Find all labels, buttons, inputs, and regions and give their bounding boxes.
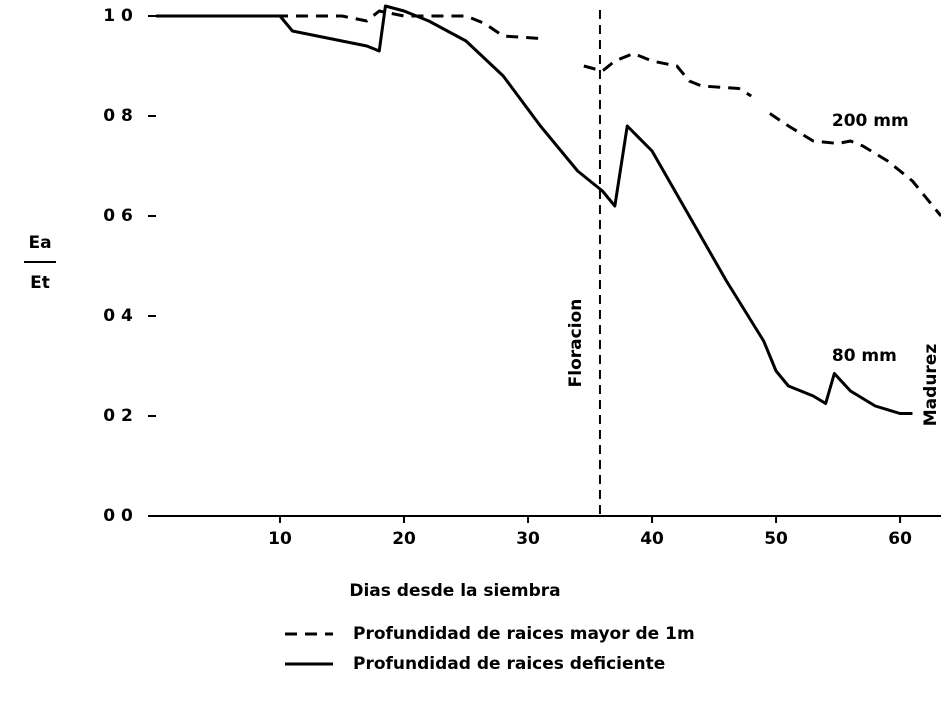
end-label: Madurez	[921, 344, 941, 427]
y-tick-label: 1 0	[103, 6, 133, 26]
y-tick-label: 0 6	[103, 206, 133, 226]
x-tick-label: 20	[392, 529, 416, 549]
x-tick-label: 10	[268, 529, 292, 549]
floracion-label: Floracion	[566, 299, 586, 388]
y-tick-label: 0 8	[103, 106, 133, 126]
y-axis-label-top: Ea	[28, 233, 51, 253]
x-tick-label: 60	[888, 529, 912, 549]
x-tick-label: 40	[640, 529, 664, 549]
legend-label: Profundidad de raices deficiente	[353, 654, 665, 674]
series-line	[156, 4, 913, 415]
legend-label: Profundidad de raices mayor de 1m	[353, 624, 695, 644]
y-axis-label-bottom: Et	[30, 273, 50, 293]
series-line	[156, 9, 941, 217]
y-tick-label: 0 4	[103, 306, 133, 326]
annotation: 80 mm	[832, 346, 897, 366]
x-axis-label: Dias desde la siembra	[349, 581, 560, 601]
x-tick-label: 50	[764, 529, 788, 549]
annotation: 200 mm	[832, 111, 909, 131]
y-tick-label: 0 2	[103, 406, 133, 426]
x-tick-label: 30	[516, 529, 540, 549]
y-tick-label: 0 0	[103, 506, 133, 526]
